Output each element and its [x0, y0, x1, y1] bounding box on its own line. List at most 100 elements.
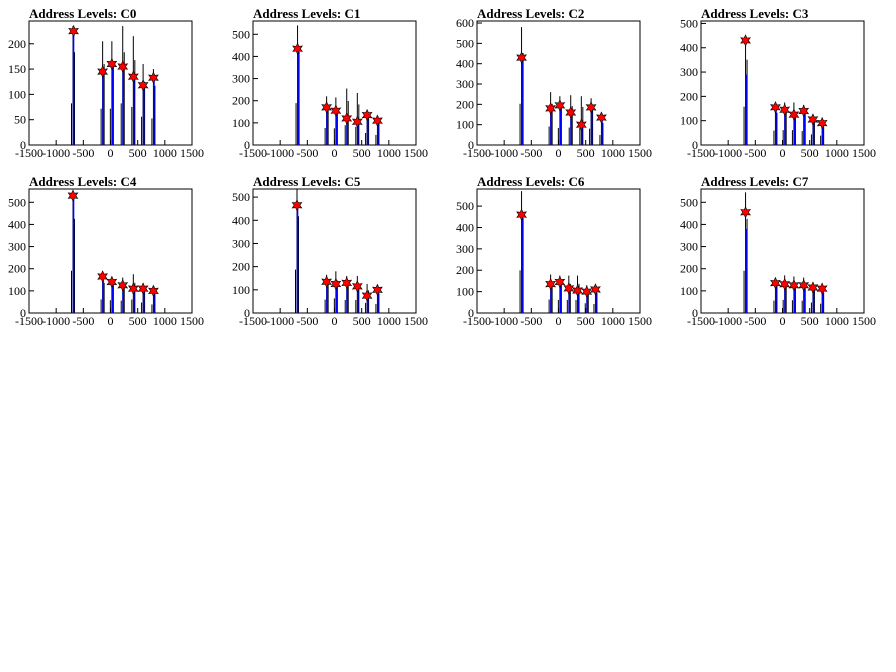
y-tick-label: 100 [8, 87, 26, 101]
x-tick-label: -1500 [239, 146, 267, 160]
peak-marker [807, 113, 819, 126]
y-tick-label: 500 [232, 190, 250, 204]
chart-title: Address Levels: C2 [477, 6, 584, 21]
plot-frame [476, 20, 641, 146]
peak-marker [581, 285, 593, 298]
y-tick-label: 0 [468, 138, 474, 152]
x-tick-label: -500 [72, 314, 94, 328]
peak-marker [117, 279, 129, 292]
y-tick-label: 500 [456, 199, 474, 213]
chart-title: Address Levels: C3 [701, 6, 809, 21]
chart-panel: Address Levels: C10100200300400500-1500-… [232, 6, 428, 160]
x-tick-label: 1500 [404, 146, 428, 160]
peak-marker [137, 282, 149, 295]
peak-marker [788, 108, 800, 121]
x-tick-label: 500 [577, 146, 595, 160]
peak-marker [807, 281, 819, 294]
x-tick-label: 1000 [377, 146, 401, 160]
x-tick-label: 0 [780, 146, 786, 160]
x-tick-label: 0 [332, 146, 338, 160]
x-tick-label: -1500 [463, 314, 491, 328]
x-tick-label: 1000 [153, 314, 177, 328]
y-tick-label: 600 [456, 16, 474, 30]
peak-marker [779, 103, 791, 116]
peak-marker [67, 189, 79, 202]
x-tick-label: 0 [556, 146, 562, 160]
peak-marker [563, 282, 575, 295]
y-tick-label: 200 [456, 263, 474, 277]
chart-title: Address Levels: C4 [29, 174, 137, 189]
x-tick-label: -1500 [15, 146, 43, 160]
x-tick-label: -500 [520, 314, 542, 328]
y-tick-label: 400 [456, 220, 474, 234]
peak-marker [545, 102, 557, 115]
peak-marker [770, 101, 781, 114]
peak-marker [740, 34, 751, 47]
x-tick-label: -1000 [42, 314, 70, 328]
x-tick-label: -1000 [42, 146, 70, 160]
plot-frame [252, 188, 417, 314]
peak-marker [361, 289, 373, 302]
peak-marker [565, 106, 577, 119]
x-tick-label: -500 [72, 146, 94, 160]
y-tick-label: 300 [232, 72, 250, 86]
x-tick-label: -500 [296, 314, 318, 328]
chart-panel: Address Levels: C2 0 100 200 300 400 500 600 -15… [456, 6, 652, 160]
x-tick-label: 500 [577, 314, 595, 328]
x-tick-label: 1000 [825, 314, 849, 328]
x-tick-label: -1500 [463, 146, 491, 160]
x-tick-label: 500 [129, 146, 147, 160]
y-tick-label: 400 [680, 217, 698, 231]
peak-marker [554, 99, 566, 112]
peak-marker [554, 275, 566, 289]
peak-marker [816, 116, 828, 130]
peak-marker [372, 114, 383, 127]
peak-marker [106, 275, 118, 289]
y-tick-label: 0 [20, 138, 26, 152]
x-tick-label: 500 [801, 314, 819, 328]
x-tick-label: -500 [744, 314, 766, 328]
x-tick-label: 1000 [153, 146, 177, 160]
x-tick-label: 1500 [852, 146, 876, 160]
peak-marker [575, 118, 587, 131]
x-tick-label: 1500 [180, 314, 204, 328]
peak-marker [770, 276, 781, 290]
y-tick-label: 200 [680, 262, 698, 276]
peak-marker [330, 277, 342, 291]
y-tick-label: 400 [680, 41, 698, 55]
y-tick-label: 500 [456, 36, 474, 50]
x-tick-label: -500 [520, 146, 542, 160]
x-tick-label: -1000 [490, 314, 518, 328]
peak-marker [117, 60, 129, 73]
x-tick-label: 0 [108, 146, 114, 160]
x-tick-label: -1000 [714, 314, 742, 328]
x-tick-label: -1000 [490, 146, 518, 160]
x-tick-label: -1000 [714, 146, 742, 160]
x-tick-label: 1000 [601, 146, 625, 160]
peak-marker [516, 51, 527, 64]
y-tick-label: 100 [680, 114, 698, 128]
x-tick-label: 0 [780, 314, 786, 328]
chart-title: Address Levels: C7 [701, 174, 809, 189]
x-tick-label: -500 [744, 146, 766, 160]
chart-panel: Address Levels: C50100200300400500-1500-… [232, 174, 428, 328]
chart-panel: Address Levels: C40100200300400500-1500-… [8, 174, 204, 328]
peak-marker [816, 282, 828, 295]
peak-marker [127, 282, 139, 295]
y-tick-label: 100 [456, 118, 474, 132]
y-tick-label: 300 [8, 240, 26, 254]
peak-marker [291, 198, 303, 212]
y-tick-label: 300 [680, 65, 698, 79]
peak-marker [292, 42, 303, 55]
peak-marker [97, 270, 109, 283]
y-tick-label: 0 [20, 306, 26, 320]
y-tick-label: 100 [232, 116, 250, 130]
peak-marker [590, 283, 601, 296]
x-tick-label: -1500 [15, 314, 43, 328]
y-tick-label: 200 [232, 94, 250, 108]
x-tick-label: 1500 [628, 146, 652, 160]
y-tick-label: 0 [692, 306, 698, 320]
peak-marker [798, 104, 810, 118]
chart-title: Address Levels: C1 [253, 6, 360, 21]
plot-frame [28, 188, 193, 314]
